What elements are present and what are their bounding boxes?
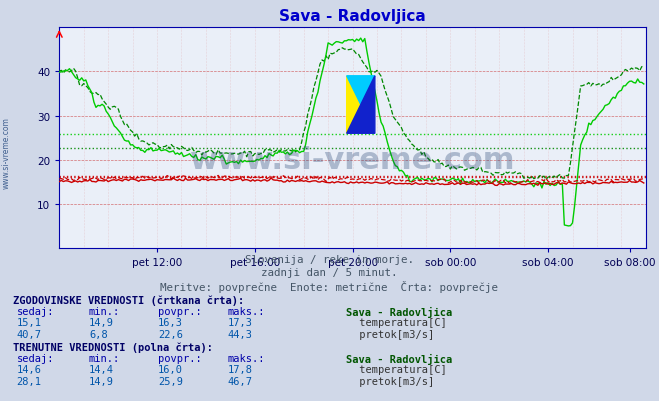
Text: 22,6: 22,6	[158, 329, 183, 339]
Text: 14,9: 14,9	[89, 318, 114, 328]
Text: temperatura[C]: temperatura[C]	[353, 318, 447, 328]
Text: 14,4: 14,4	[89, 364, 114, 374]
Text: www.si-vreme.com: www.si-vreme.com	[190, 146, 515, 175]
Text: 17,8: 17,8	[227, 364, 252, 374]
Text: Meritve: povprečne  Enote: metrične  Črta: povprečje: Meritve: povprečne Enote: metrične Črta:…	[161, 280, 498, 292]
Polygon shape	[347, 77, 375, 134]
Text: 16,0: 16,0	[158, 364, 183, 374]
Text: 15,1: 15,1	[16, 318, 42, 328]
Text: min.:: min.:	[89, 353, 120, 363]
Text: sedaj:: sedaj:	[16, 353, 54, 363]
Text: Slovenija / reke in morje.: Slovenija / reke in morje.	[245, 255, 414, 265]
Text: 17,3: 17,3	[227, 318, 252, 328]
Text: zadnji dan / 5 minut.: zadnji dan / 5 minut.	[261, 267, 398, 277]
Text: www.si-vreme.com: www.si-vreme.com	[2, 117, 11, 188]
Text: pretok[m3/s]: pretok[m3/s]	[353, 376, 434, 386]
Text: sedaj:: sedaj:	[16, 306, 54, 316]
Text: maks.:: maks.:	[227, 306, 265, 316]
Polygon shape	[347, 77, 360, 134]
Text: min.:: min.:	[89, 306, 120, 316]
Text: 14,9: 14,9	[89, 376, 114, 386]
Text: 6,8: 6,8	[89, 329, 107, 339]
Text: Sava - Radovljica: Sava - Radovljica	[346, 306, 452, 317]
Text: 16,3: 16,3	[158, 318, 183, 328]
Text: povpr.:: povpr.:	[158, 306, 202, 316]
Text: maks.:: maks.:	[227, 353, 265, 363]
Text: 40,7: 40,7	[16, 329, 42, 339]
Text: 25,9: 25,9	[158, 376, 183, 386]
Text: 44,3: 44,3	[227, 329, 252, 339]
Text: pretok[m3/s]: pretok[m3/s]	[353, 329, 434, 339]
Text: TRENUTNE VREDNOSTI (polna črta):: TRENUTNE VREDNOSTI (polna črta):	[13, 342, 213, 352]
Text: 46,7: 46,7	[227, 376, 252, 386]
Text: povpr.:: povpr.:	[158, 353, 202, 363]
Text: 28,1: 28,1	[16, 376, 42, 386]
Text: Sava - Radovljica: Sava - Radovljica	[346, 353, 452, 364]
Text: temperatura[C]: temperatura[C]	[353, 364, 447, 374]
Polygon shape	[347, 77, 375, 105]
Text: 14,6: 14,6	[16, 364, 42, 374]
Title: Sava - Radovljica: Sava - Radovljica	[279, 9, 426, 24]
Text: ZGODOVINSKE VREDNOSTI (črtkana črta):: ZGODOVINSKE VREDNOSTI (črtkana črta):	[13, 295, 244, 305]
